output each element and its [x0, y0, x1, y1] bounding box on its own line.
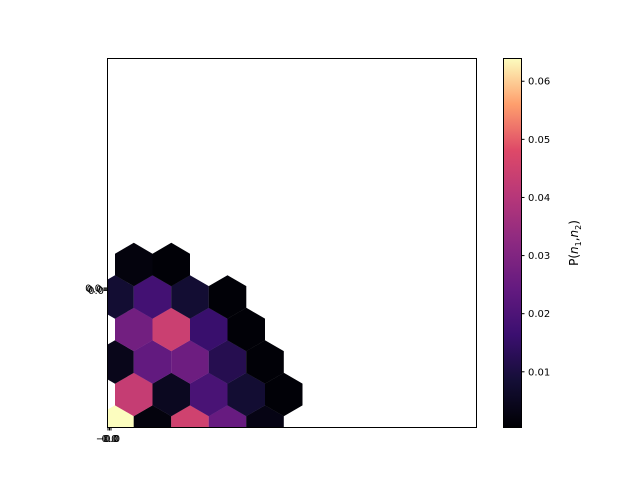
colorbar-tick-label: 0.01 [528, 367, 550, 378]
x-axis-ticks: −0.00.00.0 [96, 427, 120, 445]
hex-cell [246, 340, 284, 384]
hex-cell [133, 275, 172, 319]
plot-frame [107, 58, 477, 428]
x-tick-label: 0.0 [102, 434, 118, 445]
hex-cell [190, 307, 228, 352]
hex-cell [227, 307, 265, 352]
y-tick-label: 0.0 [85, 284, 101, 295]
y-tick-label: 0.0 [88, 286, 104, 297]
hexbin-cells [107, 242, 303, 427]
hex-cell [152, 307, 190, 352]
y-tick-label: 0.0 [87, 285, 103, 296]
y-axis-ticks: 0.00.00.0 [85, 284, 107, 297]
colorbar-tick-label: 0.03 [528, 251, 550, 262]
hex-cell [133, 340, 172, 384]
colorbar-tick-label: 0.04 [528, 193, 550, 204]
colorbar: 0.01 0.02 0.03 0.04 0.05 0.06 P(n1,n2) [503, 58, 583, 428]
hex-cell [208, 340, 247, 384]
hex-cell [190, 372, 228, 417]
hex-cell [115, 307, 153, 352]
colorbar-ticks: 0.01 0.02 0.03 0.04 0.05 0.06 [521, 77, 550, 378]
colorbar-tick-label: 0.02 [528, 309, 550, 320]
colorbar-tick-label: 0.06 [528, 77, 550, 88]
plot-area [107, 58, 477, 428]
colorbar-tick-label: 0.05 [528, 135, 550, 146]
hex-cell [107, 405, 134, 427]
hex-cell [227, 372, 265, 417]
hex-cell [107, 275, 134, 319]
hex-cell [152, 242, 190, 287]
hex-cell [115, 372, 153, 417]
x-tick-label: 0.0 [103, 434, 119, 445]
hex-cell [115, 242, 153, 287]
hex-cell [171, 275, 209, 319]
hex-cell [152, 372, 190, 417]
colorbar-frame [503, 58, 522, 428]
colorbar-gradient [503, 58, 521, 427]
hex-cell [171, 340, 209, 384]
x-tick-label: −0.0 [96, 434, 120, 445]
hex-cell [208, 275, 247, 319]
colorbar-label: P(n1,n2) [567, 220, 583, 266]
hex-cell [107, 340, 134, 384]
hex-cell [265, 372, 303, 417]
